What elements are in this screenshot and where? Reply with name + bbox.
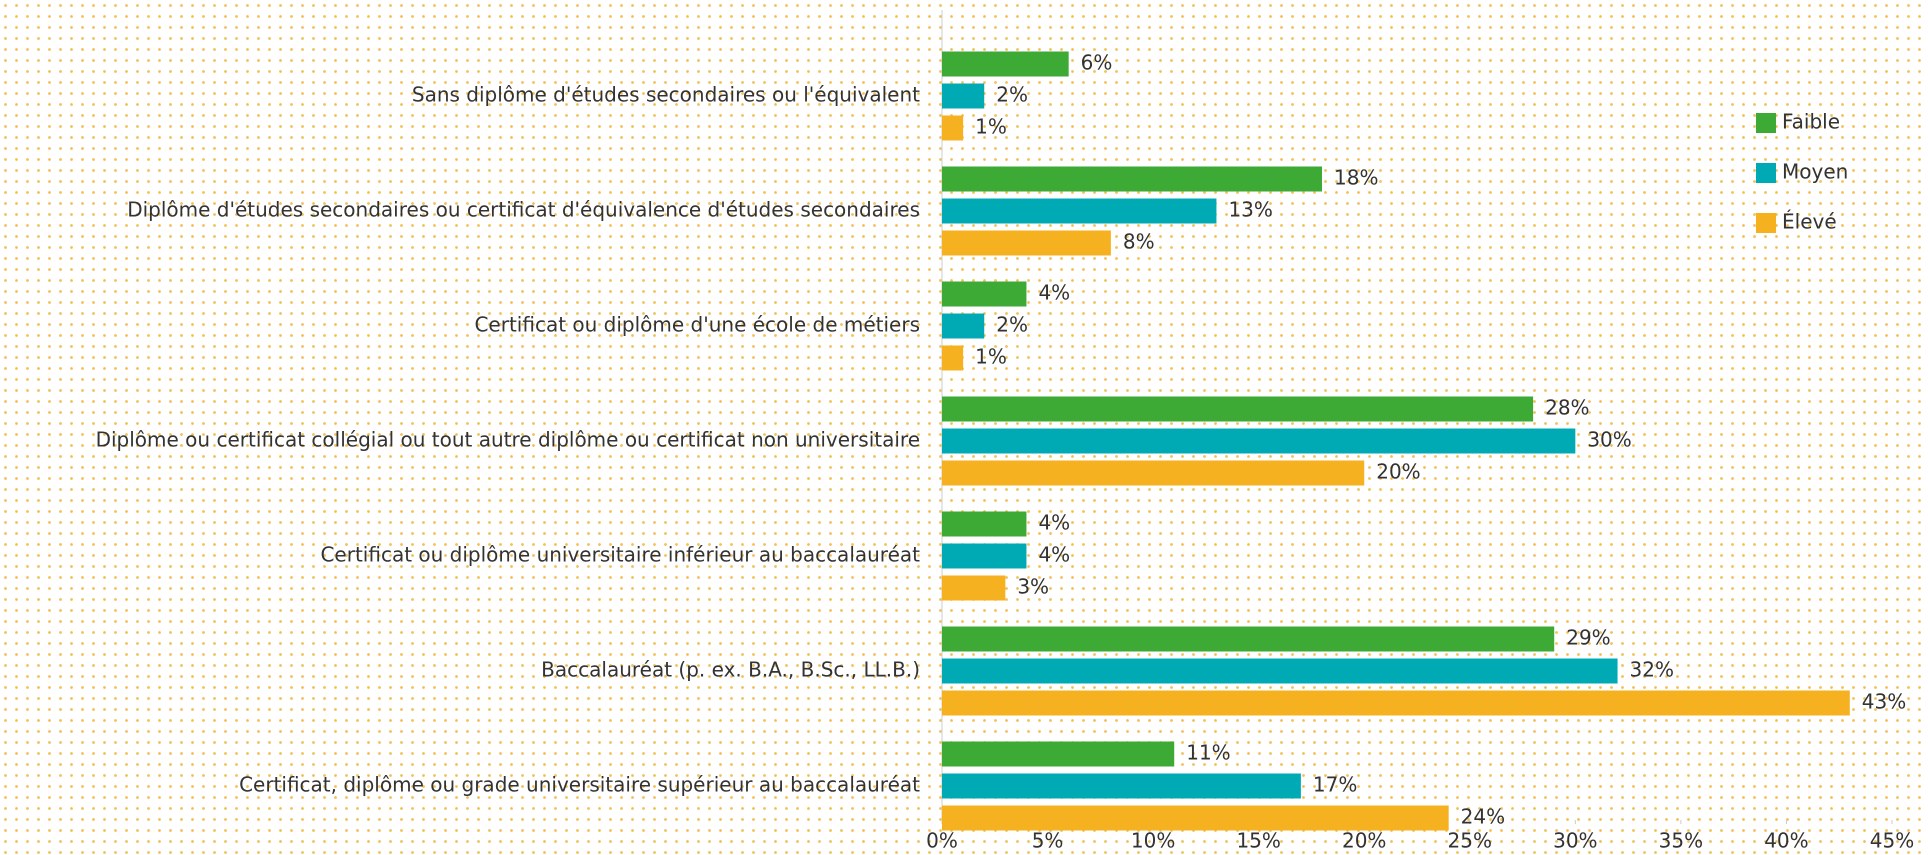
bar [942, 166, 1322, 192]
value-label: 29% [1566, 626, 1610, 650]
x-tick-label: 45% [1870, 829, 1914, 853]
x-tick-label: 40% [1764, 829, 1808, 853]
value-label: 28% [1545, 396, 1589, 420]
value-label: 4% [1038, 511, 1070, 535]
bar [942, 396, 1534, 422]
category-label: Certificat ou diplôme d'une école de mét… [474, 313, 920, 337]
value-label: 32% [1630, 658, 1674, 682]
bar [942, 230, 1111, 256]
bar [942, 460, 1365, 486]
value-label: 11% [1186, 741, 1230, 765]
value-label: 1% [975, 345, 1007, 369]
legend-label: Élevé [1782, 210, 1837, 234]
value-label: 17% [1313, 773, 1357, 797]
value-label: 13% [1228, 198, 1272, 222]
bar [942, 741, 1175, 767]
bar [942, 511, 1027, 537]
bar [942, 313, 985, 339]
value-label: 30% [1587, 428, 1631, 452]
bar [942, 543, 1027, 569]
value-label: 3% [1017, 575, 1049, 599]
bar [942, 575, 1006, 601]
category-label: Certificat, diplôme ou grade universitai… [239, 773, 920, 797]
bar [942, 773, 1301, 799]
bar [942, 345, 964, 371]
value-label: 2% [996, 313, 1028, 337]
category-label: Sans diplôme d'études secondaires ou l'é… [412, 83, 920, 107]
bar [942, 626, 1555, 652]
x-tick-label: 0% [926, 829, 958, 853]
value-label: 24% [1461, 805, 1505, 829]
category-label: Certificat ou diplôme universitaire infé… [320, 543, 920, 567]
x-tick-label: 15% [1236, 829, 1280, 853]
value-label: 18% [1334, 166, 1378, 190]
legend-swatch [1756, 163, 1776, 183]
bar [942, 658, 1618, 684]
x-tick-label: 20% [1342, 829, 1386, 853]
legend-swatch [1756, 213, 1776, 233]
value-label: 6% [1081, 51, 1113, 75]
bar [942, 115, 964, 141]
value-label: 20% [1376, 460, 1420, 484]
bar [942, 428, 1576, 454]
x-tick-label: 25% [1448, 829, 1492, 853]
bar [942, 51, 1069, 77]
value-label: 43% [1862, 690, 1906, 714]
legend-label: Faible [1782, 110, 1840, 134]
category-label: Diplôme ou certificat collégial ou tout … [96, 428, 920, 452]
bar [942, 198, 1217, 224]
x-tick-label: 35% [1659, 829, 1703, 853]
bar [942, 690, 1850, 716]
category-label: Baccalauréat (p. ex. B.A., B.Sc., LL.B.) [541, 658, 920, 682]
value-label: 2% [996, 83, 1028, 107]
bar [942, 83, 985, 109]
value-label: 4% [1038, 281, 1070, 305]
x-tick-label: 5% [1032, 829, 1064, 853]
value-label: 4% [1038, 543, 1070, 567]
legend-swatch [1756, 113, 1776, 133]
value-label: 8% [1123, 230, 1155, 254]
category-label: Diplôme d'études secondaires ou certific… [127, 198, 920, 222]
legend-label: Moyen [1782, 160, 1848, 184]
bar [942, 281, 1027, 307]
x-tick-label: 10% [1131, 829, 1175, 853]
bar [942, 805, 1449, 831]
x-tick-label: 30% [1553, 829, 1597, 853]
value-label: 1% [975, 115, 1007, 139]
